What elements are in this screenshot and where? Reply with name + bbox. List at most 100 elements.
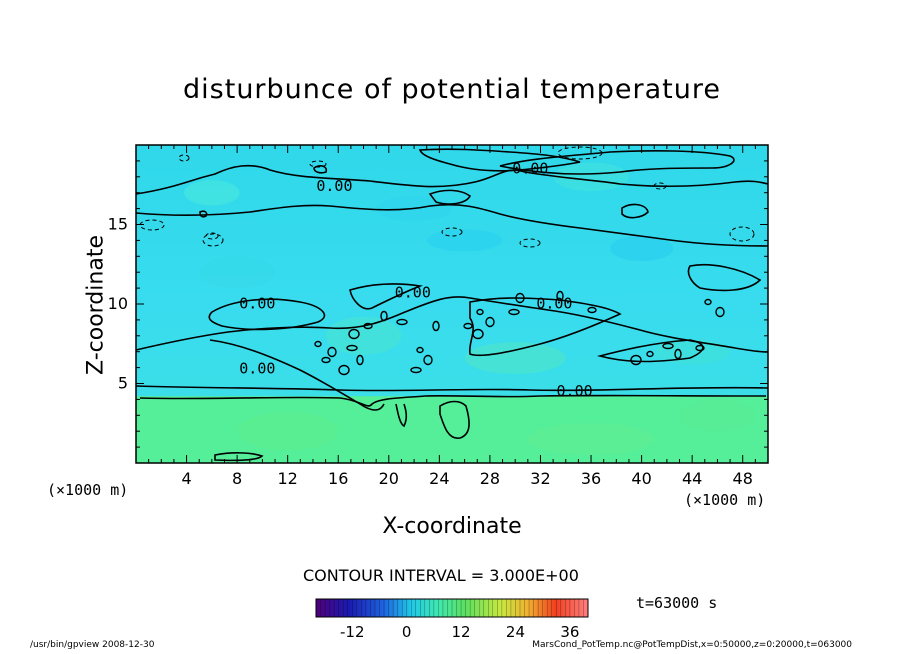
contour-island [587, 306, 597, 314]
x-tick-label: 20 [379, 469, 399, 488]
negative-contour [729, 226, 755, 242]
contour-island [662, 342, 674, 350]
x-tick-label: 32 [530, 469, 550, 488]
contour-line [208, 298, 326, 331]
negative-contour [653, 182, 667, 190]
contour-line [313, 165, 328, 174]
contour-island [515, 292, 525, 304]
contour-island [508, 308, 520, 316]
chart-title: disturbunce of potential temperature [183, 74, 721, 105]
time-label: t=63000 s [636, 594, 718, 612]
contour-island [356, 354, 364, 366]
contour-line [428, 189, 472, 205]
field-patch [426, 229, 503, 252]
x-tick-label: 16 [328, 469, 348, 488]
contour-line [199, 210, 208, 218]
contour-island [630, 354, 642, 366]
contour-line [395, 403, 408, 428]
x-tick-label: 36 [581, 469, 601, 488]
contour-island [363, 322, 373, 330]
colorbar-tick-label: 0 [402, 623, 412, 641]
contour-line [135, 164, 769, 195]
contour-label: 0.00 [557, 382, 593, 400]
contour-island [314, 340, 322, 348]
contour-island [715, 306, 725, 318]
negative-contour [519, 238, 541, 248]
contour-island [674, 348, 682, 360]
contour-island [704, 298, 712, 306]
contour-island [695, 344, 705, 352]
footer-right-text: MarsCond_PotTemp.nc@PotTempDist,x=0:5000… [532, 640, 852, 650]
contour-line [135, 385, 769, 392]
contour-label: 0.00 [239, 360, 275, 378]
contour-line [596, 339, 704, 363]
contour-island [410, 366, 422, 374]
contour-island [321, 356, 331, 364]
contour-line [621, 203, 649, 219]
x-tick-label: 24 [429, 469, 449, 488]
x-tick-label: 48 [733, 469, 753, 488]
x-tick-label: 8 [232, 469, 242, 488]
x-tick-label: 40 [631, 469, 651, 488]
contour-line [439, 400, 470, 439]
y-tick-label: 10 [108, 294, 128, 313]
footer-left-text: /usr/bin/gpview 2008-12-30 [30, 640, 155, 650]
contour-island [338, 364, 350, 376]
negative-contour [139, 219, 165, 231]
x-unit-label-left: (×1000 m) [47, 481, 129, 499]
negative-contour [557, 146, 603, 160]
contour-island [463, 322, 473, 330]
y-axis-label: Z-coordinate [83, 235, 109, 375]
y-tick-label: 15 [108, 215, 128, 234]
field-patch [679, 399, 756, 432]
y-tick-label: 5 [118, 374, 128, 393]
contour-island [423, 354, 433, 366]
contour-island [348, 328, 360, 340]
colorbar-tick-label: 24 [506, 623, 525, 641]
contour-island [556, 290, 564, 302]
negative-contour [441, 227, 463, 237]
x-tick-label: 12 [278, 469, 298, 488]
contour-interval-label: CONTOUR INTERVAL = 3.000E+00 [303, 566, 579, 585]
contour-label: 0.00 [536, 295, 572, 313]
negative-contour [178, 154, 190, 162]
contour-label: 0.00 [395, 283, 431, 301]
contour-island [485, 316, 495, 328]
colorbar-tick-label: 12 [452, 623, 471, 641]
contour-island [327, 346, 337, 358]
negative-contour [205, 232, 219, 240]
x-tick-label: 44 [682, 469, 702, 488]
contour-island [472, 328, 484, 340]
colorbar-tick-label: 36 [560, 623, 579, 641]
contour-line [418, 148, 581, 172]
colorbar-tick-label: -12 [340, 623, 365, 641]
contour-island [346, 344, 358, 352]
field-patch [199, 256, 275, 289]
field-patch [237, 412, 339, 451]
negative-contour [202, 233, 224, 247]
field-patch [184, 179, 240, 206]
contour-island [396, 318, 408, 326]
negative-contour [309, 160, 327, 168]
contour-line [687, 263, 762, 292]
field-patch [610, 235, 674, 262]
contour-label: 0.00 [316, 177, 352, 195]
contour-label: 0.00 [239, 295, 275, 313]
x-axis-label: X-coordinate [382, 514, 522, 539]
contour-line [499, 150, 735, 175]
contour-line [135, 203, 769, 247]
contour-island [646, 350, 654, 358]
contour-island [432, 320, 440, 332]
field-patch [325, 316, 402, 355]
field-patch [528, 423, 655, 456]
contour-line [468, 297, 622, 357]
field-patch [553, 162, 629, 192]
contour-line [349, 283, 423, 310]
field-patch [464, 342, 566, 374]
contour-line [214, 452, 264, 462]
contour-label: 0.00 [512, 159, 548, 177]
x-tick-label: 28 [480, 469, 500, 488]
contour-island [416, 346, 424, 354]
contour-line [209, 339, 385, 411]
